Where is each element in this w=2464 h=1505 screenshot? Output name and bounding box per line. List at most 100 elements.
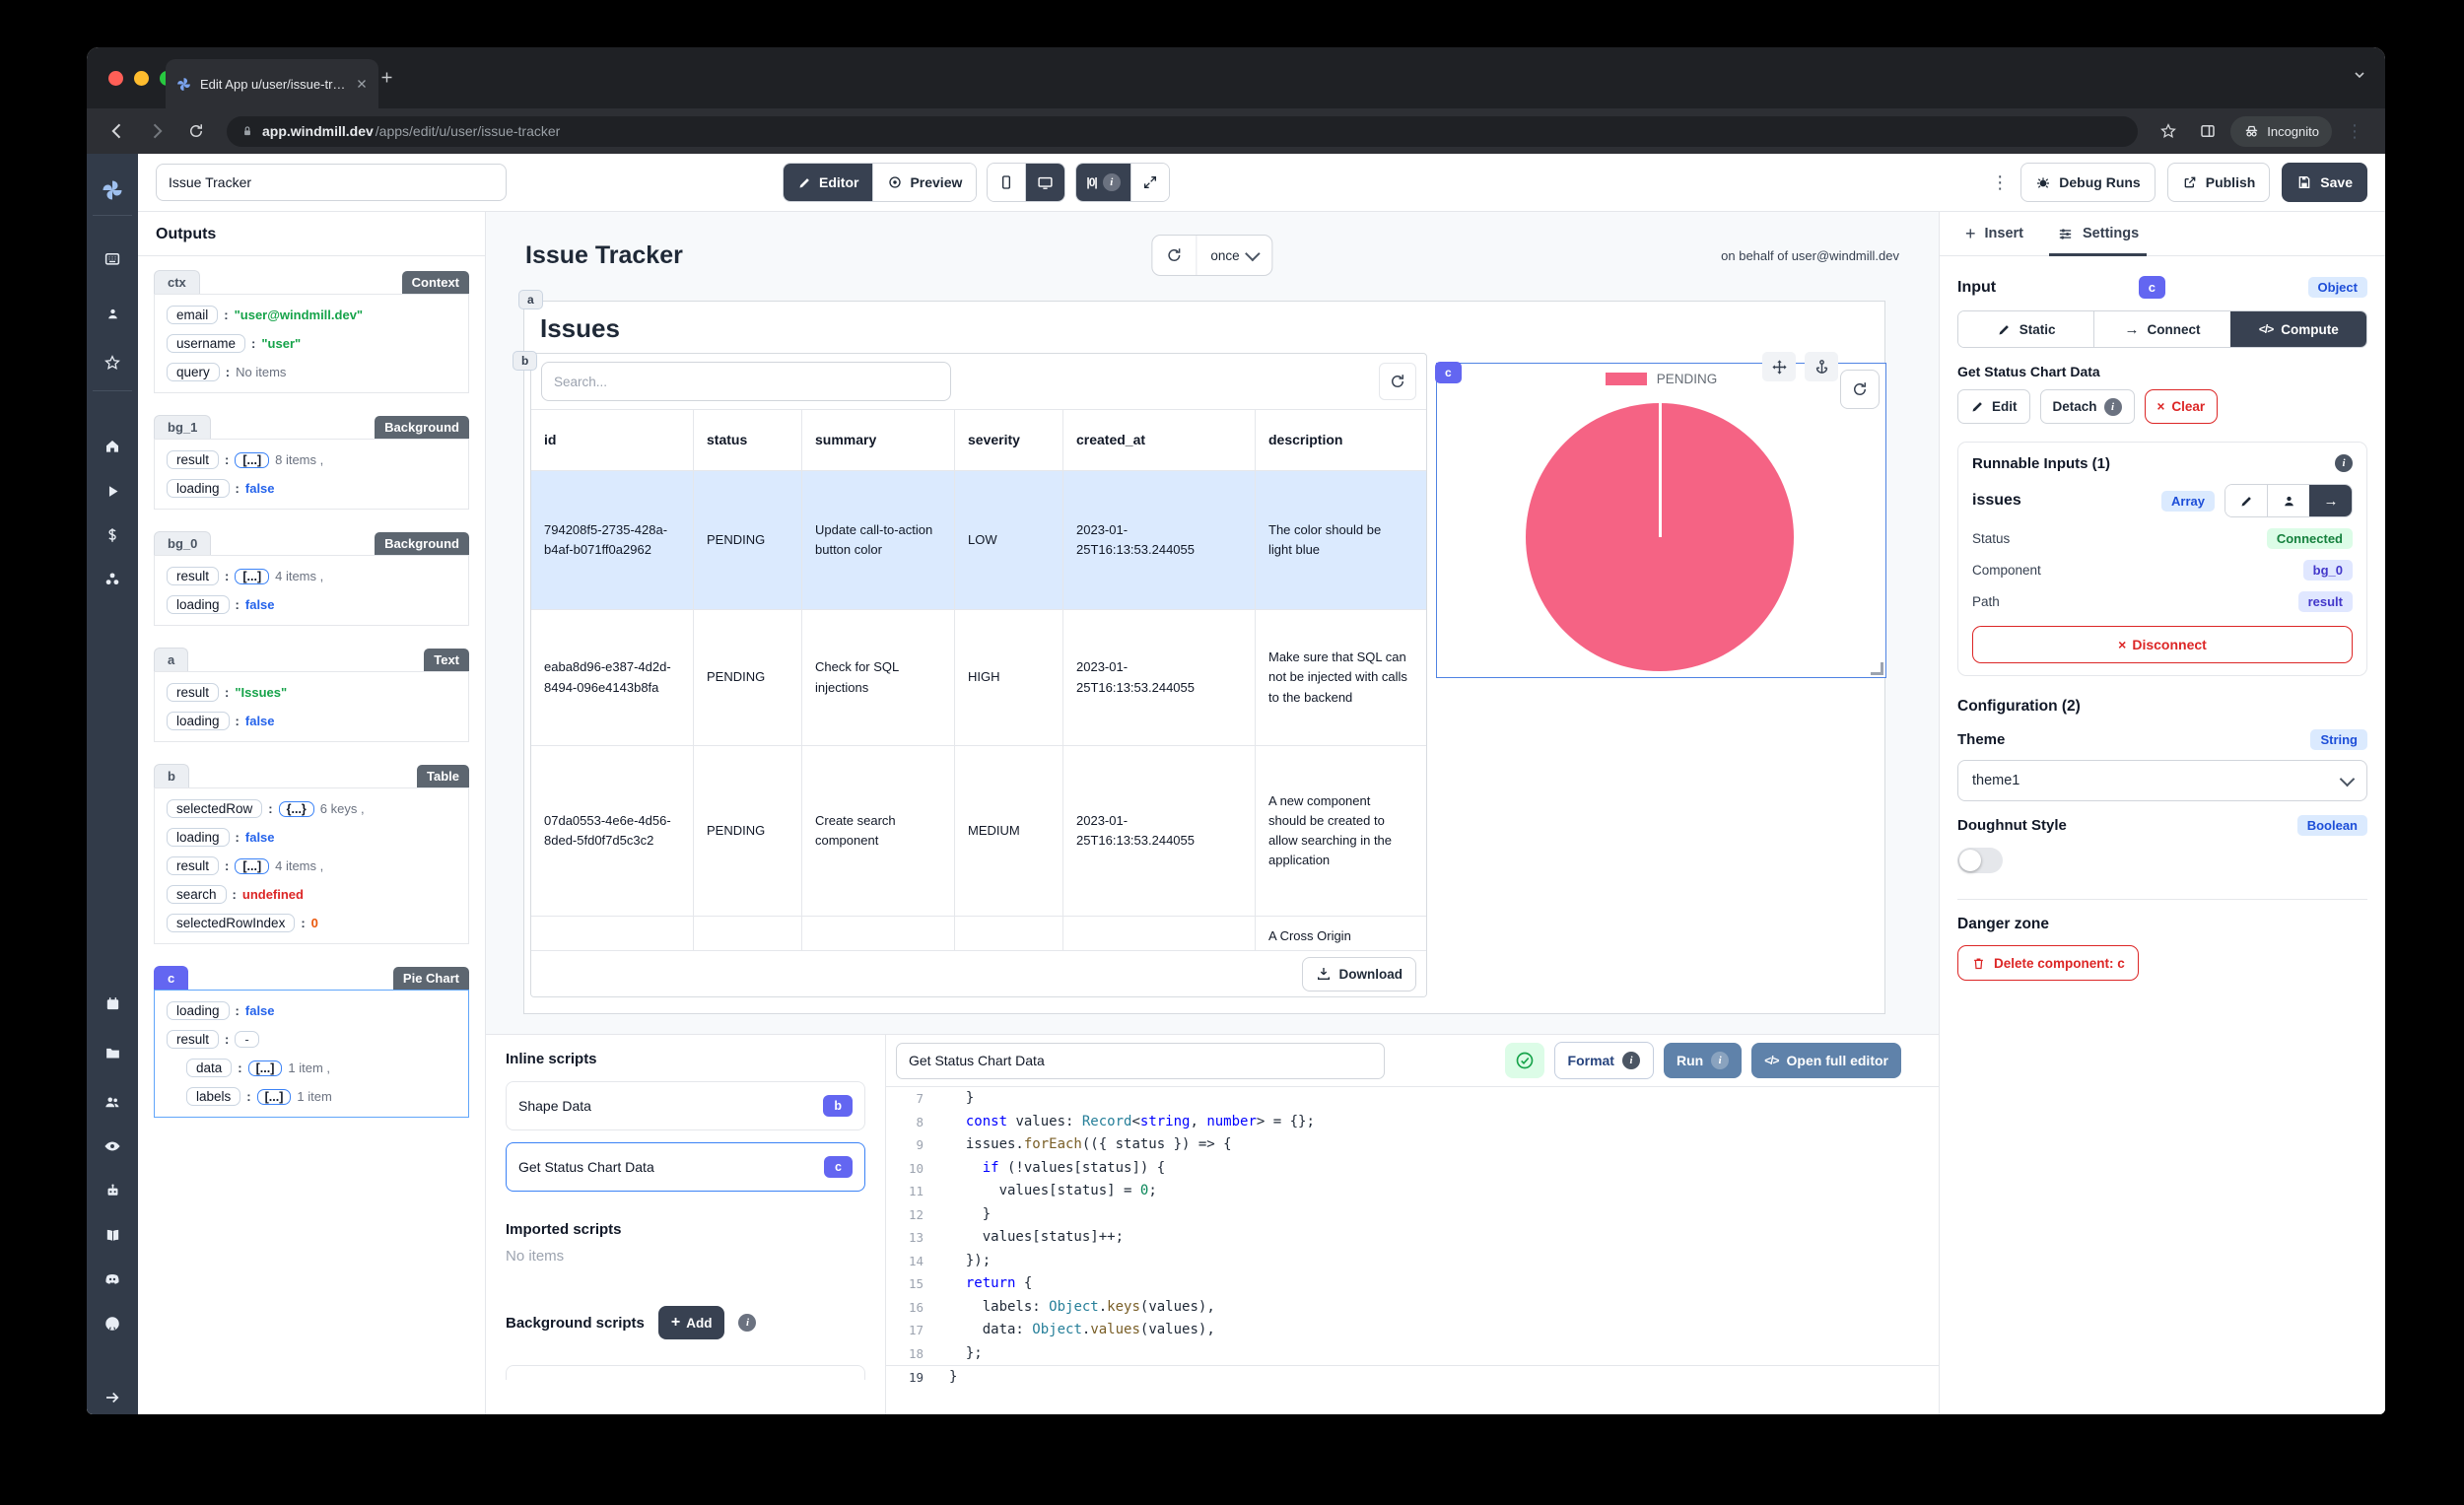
theme-select[interactable]: theme1 — [1957, 760, 2367, 801]
star-icon[interactable] — [87, 348, 138, 377]
open-full-editor-button[interactable]: </> Open full editor — [1751, 1043, 1901, 1078]
output-card-id[interactable]: bg_1 — [154, 415, 212, 439]
output-key[interactable]: result — [167, 1030, 220, 1049]
output-key[interactable]: search — [167, 885, 227, 904]
column-header[interactable]: id — [531, 410, 694, 470]
component-badge-b[interactable]: b — [513, 351, 538, 371]
back-button[interactable] — [101, 114, 134, 148]
tab-insert[interactable]: + Insert — [1965, 223, 2024, 243]
disconnect-button[interactable]: × Disconnect — [1972, 626, 2353, 663]
dollar-icon[interactable] — [87, 520, 138, 550]
connect-input-button[interactable]: → Connect — [2093, 311, 2230, 347]
new-tab-button[interactable] — [378, 69, 395, 86]
add-background-script-button[interactable]: + Add — [657, 1306, 725, 1339]
inline-script-item[interactable]: Get Status Chart Data c — [506, 1142, 865, 1192]
output-card-id[interactable]: a — [154, 648, 189, 671]
resources-icon[interactable] — [87, 565, 138, 594]
group-icon[interactable] — [87, 1087, 138, 1117]
output-key[interactable]: labels — [186, 1087, 241, 1106]
edit-script-button[interactable]: Edit — [1957, 389, 2030, 424]
user-source-button[interactable] — [2267, 485, 2309, 516]
windmill-logo-icon[interactable] — [87, 175, 138, 205]
expand-value-chip[interactable]: [...] — [235, 857, 270, 874]
editor-mode-button[interactable]: Editor — [784, 164, 873, 201]
column-header[interactable]: created_at — [1063, 410, 1256, 470]
format-button[interactable]: Format i — [1553, 1042, 1654, 1079]
static-source-button[interactable] — [2225, 485, 2267, 516]
component-badge-c[interactable]: c — [1435, 362, 1462, 383]
expand-value-chip[interactable]: [...] — [235, 568, 270, 584]
table-row[interactable]: eaba8d96-e387-4d2d-8494-096e4143b8fa PEND… — [531, 610, 1426, 746]
arrow-right-icon[interactable] — [87, 1383, 138, 1412]
bookmark-star-icon[interactable] — [2152, 114, 2185, 148]
script-name-input[interactable]: Get Status Chart Data — [896, 1042, 1385, 1079]
move-handle-icon[interactable] — [1762, 352, 1796, 381]
code-editor-panel[interactable]: Get Status Chart Data Format i Run i </> Op… — [886, 1035, 1939, 1414]
output-key[interactable]: selectedRowIndex — [167, 914, 296, 932]
resize-handle[interactable] — [1871, 662, 1883, 675]
output-key[interactable]: username — [167, 334, 246, 353]
reload-button[interactable] — [179, 114, 213, 148]
calendar-icon[interactable] — [87, 989, 138, 1018]
anchor-icon[interactable] — [1805, 352, 1838, 381]
inline-script-item[interactable]: Shape Data b — [506, 1081, 865, 1130]
refresh-mode-dropdown[interactable]: once — [1196, 236, 1271, 275]
table-row-clipped[interactable]: A Cross Origin — [531, 917, 1426, 950]
pie-refresh-button[interactable] — [1840, 370, 1880, 409]
expand-value-chip[interactable]: {...} — [278, 800, 314, 817]
delete-component-button[interactable]: Delete component: c — [1957, 945, 2139, 981]
robot-icon[interactable] — [87, 1176, 138, 1205]
output-key[interactable]: result — [167, 450, 220, 469]
download-button[interactable]: Download — [1301, 956, 1416, 992]
table-row[interactable]: 794208f5-2735-428a-b4af-b071ff0a2962 PEND… — [531, 471, 1426, 610]
preview-mode-button[interactable]: Preview — [872, 164, 977, 201]
side-panel-icon[interactable] — [2191, 114, 2224, 148]
refresh-button[interactable] — [1152, 236, 1196, 275]
column-header[interactable]: description — [1268, 431, 1343, 447]
detach-script-button[interactable]: Detach i — [2039, 389, 2135, 424]
forward-button[interactable] — [140, 114, 173, 148]
expand-value-chip[interactable]: [...] — [235, 451, 270, 468]
app-canvas[interactable]: a Issues b Search... id status summary seve… — [513, 290, 1886, 1014]
tab-settings[interactable]: Settings — [2048, 212, 2148, 256]
outputs-toggle-button[interactable]: |0| i — [1076, 164, 1130, 201]
mobile-view-button[interactable] — [988, 164, 1026, 201]
browser-tab[interactable]: Edit App u/user/issue-tracker | — [166, 59, 378, 108]
output-key[interactable]: loading — [167, 1001, 230, 1020]
doughnut-style-toggle[interactable] — [1957, 848, 2003, 873]
table-refresh-button[interactable] — [1379, 363, 1416, 400]
output-card-id[interactable]: ctx — [154, 270, 200, 294]
eye-icon[interactable] — [87, 1131, 138, 1161]
app-name-input[interactable]: Issue Tracker — [156, 164, 507, 201]
expand-value-chip[interactable]: [...] — [256, 1088, 292, 1105]
fullscreen-button[interactable] — [1129, 164, 1169, 201]
discord-icon[interactable] — [87, 1265, 138, 1294]
address-bar[interactable]: app.windmill.dev /apps/edit/u/user/issue… — [227, 115, 2139, 147]
browser-menu-button[interactable]: ⋮ — [2346, 120, 2363, 141]
column-header[interactable]: summary — [802, 410, 955, 470]
github-icon[interactable] — [87, 1309, 138, 1338]
tab-close-icon[interactable] — [355, 77, 369, 91]
more-menu-button[interactable]: ⋮ — [1991, 171, 2010, 192]
expand-value-chip[interactable]: [...] — [247, 1060, 283, 1076]
user-icon[interactable] — [87, 299, 138, 328]
table-component[interactable]: Search... id status summary severity created… — [530, 353, 1427, 997]
static-input-button[interactable]: Static — [1958, 311, 2094, 347]
output-card-id[interactable]: c — [154, 966, 189, 990]
output-key[interactable]: result — [167, 567, 220, 585]
close-window-button[interactable] — [108, 71, 123, 86]
column-header[interactable]: status — [694, 410, 802, 470]
clear-script-button[interactable]: × Clear — [2144, 389, 2219, 424]
chevron-down-icon[interactable] — [2352, 67, 2367, 83]
output-key[interactable]: loading — [167, 595, 230, 614]
book-icon[interactable] — [87, 1220, 138, 1250]
output-key[interactable]: loading — [167, 712, 230, 730]
code-editor[interactable]: 7 } 8 const values: Record<string, numbe… — [886, 1087, 1939, 1414]
compute-input-button[interactable]: </> Compute — [2229, 311, 2366, 347]
folder-icon[interactable] — [87, 1038, 138, 1067]
output-key[interactable]: selectedRow — [167, 799, 263, 818]
output-key[interactable]: result — [167, 856, 220, 875]
output-key[interactable]: data — [186, 1059, 233, 1077]
play-icon[interactable] — [87, 476, 138, 506]
debug-runs-button[interactable]: Debug Runs — [2020, 163, 2156, 202]
